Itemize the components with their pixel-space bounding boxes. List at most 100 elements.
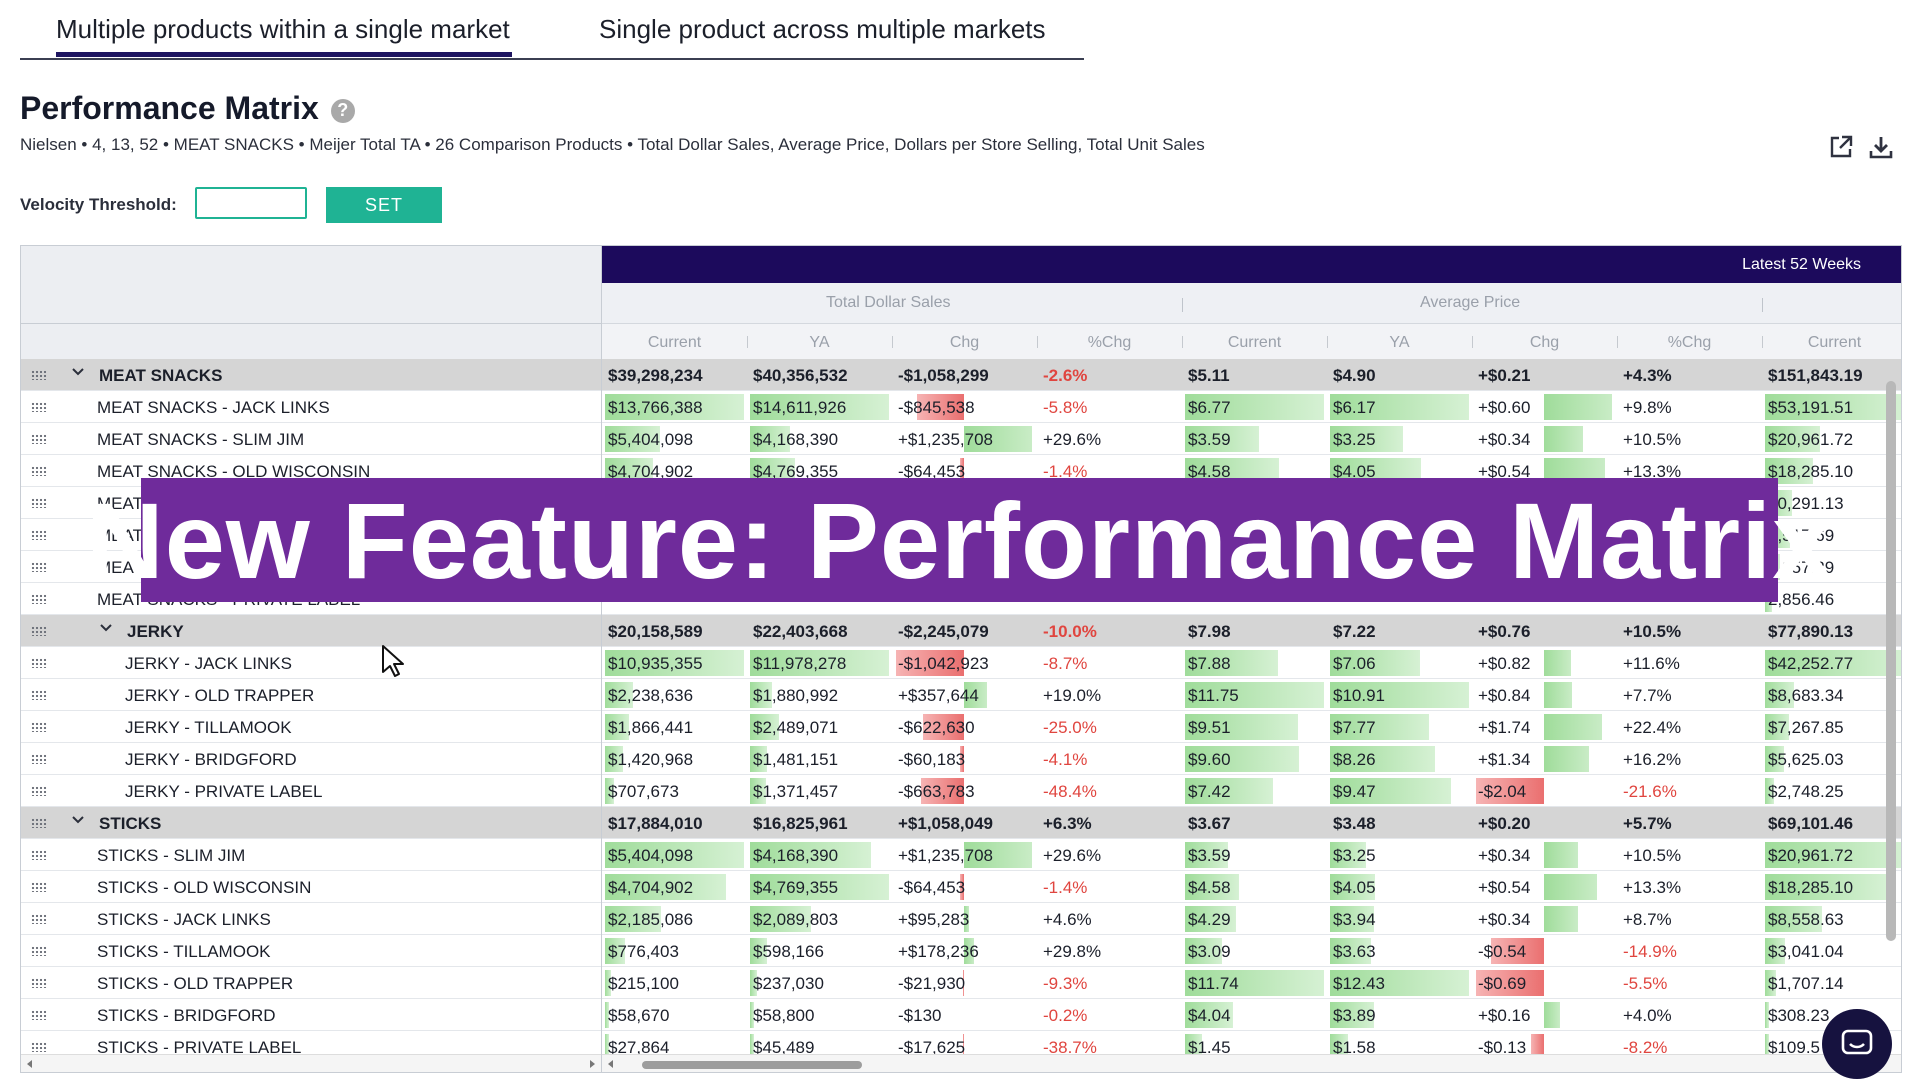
table-row[interactable]: STICKS - TILLAMOOK — [21, 935, 601, 967]
drag-handle-icon[interactable] — [31, 946, 47, 956]
value-cell[interactable]: +$0.16 — [1472, 999, 1617, 1031]
value-cell[interactable]: -$663,783 — [892, 775, 1037, 807]
value-cell[interactable]: +4.0% — [1617, 999, 1762, 1031]
value-cell[interactable]: +29.6% — [1037, 423, 1182, 455]
column-separator[interactable] — [1182, 336, 1183, 348]
value-cell[interactable]: +8.7% — [1617, 903, 1762, 935]
value-cell[interactable]: -38.7% — [1037, 1031, 1182, 1063]
table-row[interactable]: STICKS - OLD TRAPPER — [21, 967, 601, 999]
group-row[interactable]: STICKS — [21, 807, 601, 839]
value-cell[interactable]: -21.6% — [1617, 775, 1762, 807]
drag-handle-icon[interactable] — [31, 626, 47, 636]
value-cell[interactable]: -$0.54 — [1472, 935, 1617, 967]
value-cell[interactable]: $3.59 — [1182, 839, 1327, 871]
drag-handle-icon[interactable] — [31, 882, 47, 892]
value-cell[interactable]: -10.0% — [1037, 615, 1182, 647]
column-header-5[interactable]: YA — [1389, 334, 1410, 351]
value-cell[interactable]: $42,252.77 — [1762, 647, 1901, 679]
value-cell[interactable]: -25.0% — [1037, 711, 1182, 743]
table-row[interactable]: JERKY - OLD TRAPPER — [21, 679, 601, 711]
column-header-4[interactable]: Current — [1227, 334, 1282, 351]
value-cell[interactable]: $20,961.72 — [1762, 423, 1901, 455]
column-separator[interactable] — [1762, 336, 1763, 348]
table-row[interactable]: JERKY - BRIDGFORD — [21, 743, 601, 775]
value-cell[interactable]: $6.17 — [1327, 391, 1472, 423]
drag-handle-icon[interactable] — [31, 466, 47, 476]
value-cell[interactable]: +$0.54 — [1472, 871, 1617, 903]
value-cell[interactable]: -1.4% — [1037, 455, 1182, 487]
value-cell[interactable]: +$178,236 — [892, 935, 1037, 967]
column-separator[interactable] — [1472, 336, 1473, 348]
horizontal-scroll-thumb[interactable] — [642, 1061, 862, 1069]
value-cell[interactable]: $2,489,071 — [747, 711, 892, 743]
drag-handle-icon[interactable] — [31, 594, 47, 604]
value-cell[interactable]: -$60,183 — [892, 743, 1037, 775]
value-cell[interactable]: $10,935,355 — [602, 647, 747, 679]
value-cell[interactable]: +$1,058,049 — [892, 807, 1037, 839]
value-cell[interactable]: $5,625.03 — [1762, 743, 1901, 775]
value-cell[interactable]: $3.25 — [1327, 839, 1472, 871]
chevron-down-icon[interactable] — [99, 621, 113, 635]
table-row[interactable]: STICKS - BRIDGFORD — [21, 999, 601, 1031]
value-cell[interactable]: $3.59 — [1182, 423, 1327, 455]
value-cell[interactable]: -48.4% — [1037, 775, 1182, 807]
value-cell[interactable]: $776,403 — [602, 935, 747, 967]
value-cell[interactable]: +$1,235,708 — [892, 423, 1037, 455]
drag-handle-icon[interactable] — [31, 690, 47, 700]
chevron-down-icon[interactable] — [71, 365, 85, 379]
value-cell[interactable]: +5.7% — [1617, 807, 1762, 839]
table-row[interactable]: JERKY - PRIVATE LABEL — [21, 775, 601, 807]
value-cell[interactable]: +$357,644 — [892, 679, 1037, 711]
value-cell[interactable]: -$17,625 — [892, 1031, 1037, 1063]
value-cell[interactable]: +$1.74 — [1472, 711, 1617, 743]
drag-handle-icon[interactable] — [31, 530, 47, 540]
value-cell[interactable]: +$0.34 — [1472, 839, 1617, 871]
value-cell[interactable]: +$95,283 — [892, 903, 1037, 935]
chevron-down-icon[interactable] — [71, 813, 85, 827]
value-cell[interactable]: $20,961.72 — [1762, 839, 1901, 871]
value-cell[interactable]: $9.51 — [1182, 711, 1327, 743]
drag-handle-icon[interactable] — [31, 402, 47, 412]
value-cell[interactable]: +11.6% — [1617, 647, 1762, 679]
value-cell[interactable]: +$1,235,708 — [892, 839, 1037, 871]
value-cell[interactable]: +16.2% — [1617, 743, 1762, 775]
value-cell[interactable]: $7.77 — [1327, 711, 1472, 743]
drag-handle-icon[interactable] — [31, 722, 47, 732]
drag-handle-icon[interactable] — [31, 914, 47, 924]
value-cell[interactable]: $58,670 — [602, 999, 747, 1031]
value-cell[interactable]: $4,168,390 — [747, 839, 892, 871]
value-cell[interactable]: $18,285.10 — [1762, 871, 1901, 903]
value-cell[interactable]: +13.3% — [1617, 871, 1762, 903]
value-cell[interactable]: $3.67 — [1182, 807, 1327, 839]
table-row[interactable]: MEAT SNACKS - SLIM JIM — [21, 423, 601, 455]
value-cell[interactable]: $4,168,390 — [747, 423, 892, 455]
value-cell[interactable]: $2,089,803 — [747, 903, 892, 935]
value-cell[interactable]: +$0.34 — [1472, 903, 1617, 935]
value-cell[interactable]: $151,843.19 — [1762, 359, 1901, 391]
column-separator[interactable] — [747, 336, 748, 348]
vertical-scrollbar[interactable] — [1886, 381, 1896, 941]
value-cell[interactable]: -$2,245,079 — [892, 615, 1037, 647]
value-cell[interactable]: $11,978,278 — [747, 647, 892, 679]
value-cell[interactable]: $16,825,961 — [747, 807, 892, 839]
value-cell[interactable]: $308.23 — [1762, 999, 1901, 1031]
value-cell[interactable]: $3.94 — [1327, 903, 1472, 935]
value-cell[interactable]: $8,683.34 — [1762, 679, 1901, 711]
value-cell[interactable]: $1,866,441 — [602, 711, 747, 743]
drag-handle-icon[interactable] — [31, 1042, 47, 1052]
value-cell[interactable]: $9.47 — [1327, 775, 1472, 807]
value-cell[interactable]: $7.42 — [1182, 775, 1327, 807]
value-cell[interactable]: $7.98 — [1182, 615, 1327, 647]
value-cell[interactable]: $20,158,589 — [602, 615, 747, 647]
value-cell[interactable]: $2,238,636 — [602, 679, 747, 711]
group-row[interactable]: MEAT SNACKS — [21, 359, 601, 391]
value-cell[interactable]: $7.06 — [1327, 647, 1472, 679]
horizontal-scrollbar-right[interactable] — [602, 1054, 1901, 1072]
chat-bubble-icon[interactable] — [1822, 1009, 1892, 1079]
value-cell[interactable]: $4,704,902 — [602, 871, 747, 903]
value-cell[interactable]: $1,371,457 — [747, 775, 892, 807]
value-cell[interactable]: $598,166 — [747, 935, 892, 967]
value-cell[interactable]: -9.3% — [1037, 967, 1182, 999]
scroll-left-icon[interactable] — [25, 1059, 35, 1069]
value-cell[interactable]: $7,267.85 — [1762, 711, 1901, 743]
